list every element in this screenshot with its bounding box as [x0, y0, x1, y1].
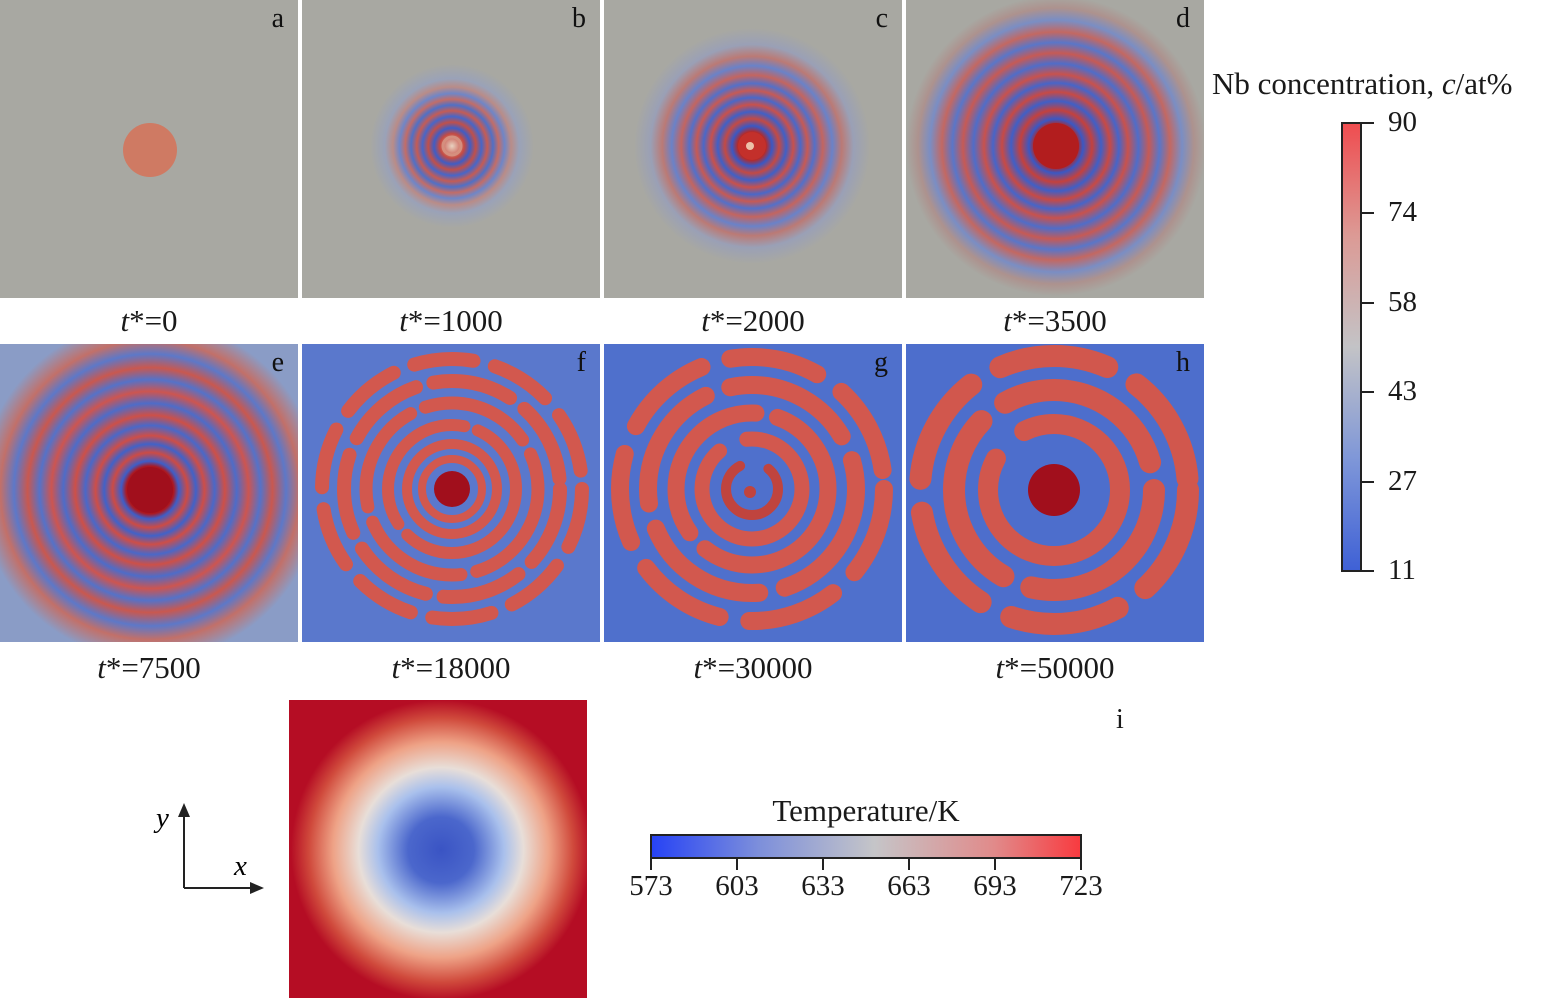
y-axis-label: y	[153, 802, 169, 834]
panel-c: c	[604, 0, 902, 298]
panel-label-a: a	[271, 3, 284, 34]
panel-label-c: c	[875, 3, 888, 34]
panel-label-g: g	[874, 347, 888, 378]
colorbar-tick-label: 11	[1388, 554, 1416, 586]
temperature-tick-label: 573	[629, 870, 673, 902]
panel-h-image	[906, 344, 1204, 642]
colorbar-tick-label: 74	[1388, 196, 1417, 228]
panel-a: a	[0, 0, 298, 298]
temperature-tick	[908, 859, 910, 870]
time-label-f: t*=18000	[391, 650, 511, 685]
panel-label-h: h	[1176, 347, 1190, 378]
panel-d: d	[906, 0, 1204, 298]
temperature-tick-label: 693	[973, 870, 1017, 902]
time-label-g: t*=30000	[693, 650, 813, 685]
colorbar-tick	[1362, 481, 1374, 483]
temperature-tick	[650, 859, 652, 870]
time-label-e: t*=7500	[97, 650, 201, 685]
temperature-tick	[994, 859, 996, 870]
temperature-tick-label: 663	[887, 870, 931, 902]
time-label-a: t*=0	[120, 303, 178, 338]
panel-g-image	[604, 344, 902, 642]
time-label-d: t*=3500	[1003, 303, 1107, 338]
y-arrow-icon	[178, 803, 190, 817]
temperature-colorbar	[650, 834, 1082, 859]
colorbar-tick	[1362, 570, 1374, 572]
x-arrow-icon	[250, 882, 264, 894]
panel-h: h	[906, 344, 1204, 642]
initial-nb-droplet	[123, 123, 177, 177]
panel-b-image	[302, 0, 600, 298]
panel-a-image	[0, 0, 298, 298]
panel-f: f	[302, 344, 600, 642]
colorbar-tick	[1362, 391, 1374, 393]
panel-f-image	[302, 344, 600, 642]
x-axis-label: x	[233, 850, 247, 882]
panel-g: g	[604, 344, 902, 642]
coordinate-axes: y x	[153, 802, 264, 894]
temperature-tick-label: 633	[801, 870, 845, 902]
time-label-h: t*=50000	[995, 650, 1115, 685]
colorbar-tick-label: 58	[1388, 286, 1417, 318]
colorbar-tick	[1362, 122, 1374, 124]
temperature-colorbar-title: Temperature/K	[772, 793, 960, 828]
panel-b: b	[302, 0, 600, 298]
panel-c-image	[604, 0, 902, 298]
panel-label-f: f	[576, 347, 586, 378]
temperature-tick-label: 603	[715, 870, 759, 902]
temperature-tick	[822, 859, 824, 870]
temperature-field-panel	[289, 700, 587, 998]
panel-label-b: b	[572, 3, 586, 34]
panel-e: e	[0, 344, 298, 642]
colorbar-tick	[1362, 212, 1374, 214]
panel-d-image	[906, 0, 1204, 298]
panel-label-e: e	[271, 347, 284, 378]
colorbar-tick	[1362, 302, 1374, 304]
temperature-tick	[736, 859, 738, 870]
time-label-b: t*=1000	[399, 303, 503, 338]
time-label-c: t*=2000	[701, 303, 805, 338]
concentration-colorbar	[1341, 122, 1362, 572]
panel-e-image	[0, 344, 298, 642]
colorbar-tick-label: 27	[1388, 465, 1417, 497]
temperature-field-image	[289, 700, 587, 998]
panel-label-i: i	[1116, 704, 1124, 735]
temperature-tick-label: 723	[1059, 870, 1103, 902]
temperature-tick	[1080, 859, 1082, 870]
colorbar-tick-label: 90	[1388, 106, 1417, 138]
concentration-colorbar-title: Nb concentration, c/at%	[1212, 66, 1513, 101]
panel-label-d: d	[1176, 3, 1190, 34]
colorbar-tick-label: 43	[1388, 375, 1417, 407]
